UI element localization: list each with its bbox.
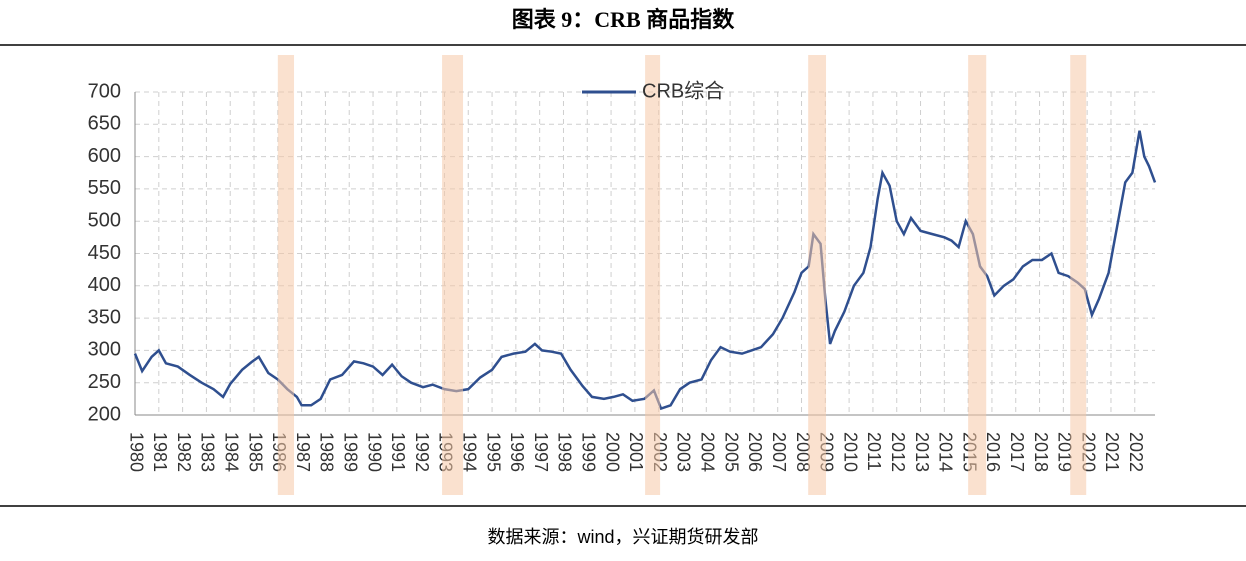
x-tick-label: 2012 [888, 432, 908, 472]
x-tick-label: 1982 [174, 432, 194, 472]
x-tick-label: 1998 [555, 432, 575, 472]
x-tick-label: 1991 [388, 432, 408, 472]
x-tick-label: 2000 [602, 432, 622, 472]
x-tick-label: 2004 [698, 432, 718, 472]
y-tick-label: 600 [88, 145, 121, 167]
x-tick-label: 2006 [745, 432, 765, 472]
x-tick-label: 2011 [864, 432, 884, 471]
x-tick-label: 1990 [364, 432, 384, 472]
x-tick-label: 1994 [460, 432, 480, 472]
x-tick-label: 2018 [1031, 432, 1051, 472]
highlight-band [968, 55, 987, 495]
y-tick-label: 250 [88, 371, 121, 393]
x-tick-label: 1980 [126, 432, 146, 472]
highlight-band [645, 55, 661, 495]
y-tick-label: 550 [88, 177, 121, 199]
y-tick-label: 300 [88, 339, 121, 361]
x-tick-label: 2003 [674, 432, 694, 472]
chart-title: 图表 9：CRB 商品指数 [512, 7, 735, 32]
y-tick-label: 200 [88, 403, 121, 425]
x-tick-label: 1995 [483, 432, 503, 472]
x-tick-label: 1992 [412, 432, 432, 472]
x-tick-label: 2019 [1055, 432, 1075, 472]
x-tick-label: 1996 [507, 432, 527, 472]
x-tick-label: 2007 [769, 432, 789, 472]
x-tick-label: 2005 [721, 432, 741, 472]
x-tick-label: 1985 [245, 432, 265, 472]
x-tick-label: 2013 [912, 432, 932, 472]
y-tick-label: 500 [88, 209, 121, 231]
x-tick-label: 1997 [531, 432, 551, 472]
x-tick-label: 2010 [840, 432, 860, 472]
x-tick-label: 2021 [1102, 432, 1122, 472]
x-tick-label: 1984 [221, 432, 241, 472]
x-tick-label: 2016 [983, 432, 1003, 472]
source-note: 数据来源：wind，兴证期货研发部 [487, 527, 758, 547]
x-tick-label: 1988 [317, 432, 337, 472]
highlight-band [1070, 55, 1087, 495]
legend-label: CRB综合 [642, 79, 724, 102]
x-tick-label: 2001 [626, 432, 646, 472]
x-tick-label: 1987 [293, 432, 313, 472]
x-tick-label: 1983 [198, 432, 218, 472]
x-tick-label: 2022 [1126, 432, 1146, 472]
y-tick-label: 350 [88, 306, 121, 328]
highlight-band [277, 55, 295, 495]
x-tick-label: 2014 [936, 432, 956, 472]
y-tick-label: 700 [88, 80, 121, 102]
y-tick-label: 450 [88, 242, 121, 264]
x-tick-label: 2008 [793, 432, 813, 472]
highlight-band [808, 55, 827, 495]
data-line [133, 130, 1157, 411]
x-tick-label: 1989 [340, 432, 360, 472]
x-tick-label: 2017 [1007, 432, 1027, 472]
highlight-band [442, 55, 464, 495]
x-tick-label: 1999 [579, 432, 599, 472]
x-tick-label: 1981 [150, 432, 170, 472]
y-tick-label: 400 [88, 274, 121, 296]
y-tick-label: 650 [88, 113, 121, 135]
